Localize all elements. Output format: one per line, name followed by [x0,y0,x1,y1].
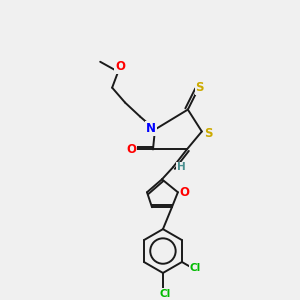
Text: Cl: Cl [190,263,201,273]
Text: Cl: Cl [159,289,171,299]
Text: O: O [115,60,125,73]
Text: N: N [146,122,156,135]
Text: H: H [176,162,185,172]
Text: O: O [126,143,136,156]
Text: S: S [196,81,204,94]
Text: S: S [205,127,213,140]
Text: O: O [180,186,190,199]
